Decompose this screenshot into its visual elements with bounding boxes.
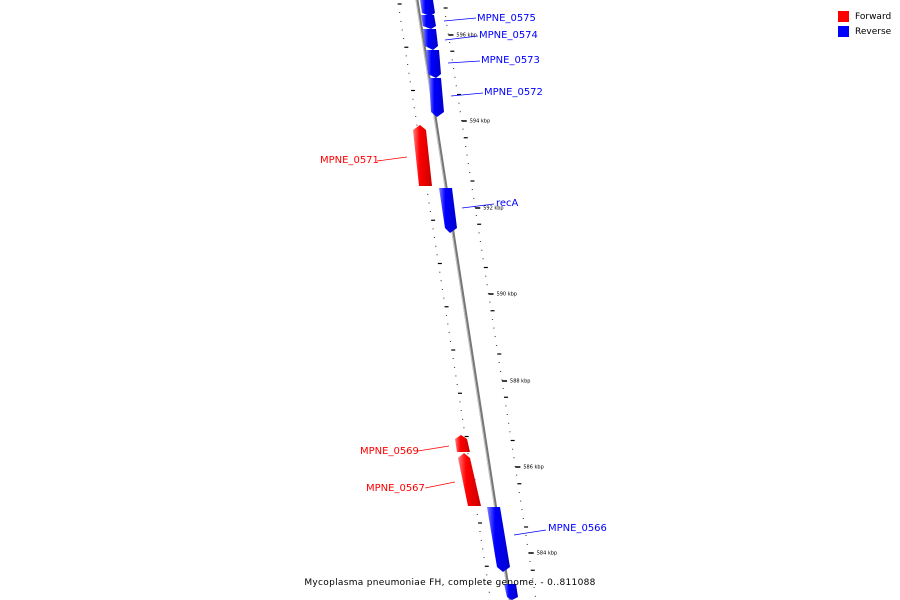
gene-arrow[interactable] (413, 125, 432, 186)
gene-arrow[interactable] (504, 584, 518, 600)
kbp-label: 594 kbp (470, 119, 490, 125)
gene-arrow[interactable] (458, 453, 481, 506)
kbp-label: 592 kbp (483, 206, 503, 212)
gene-label: MPNE_0574 (479, 30, 538, 41)
kbp-label: 588 kbp (510, 379, 530, 385)
gene-MPNE_0571[interactable]: MPNE_0571 (320, 125, 432, 186)
gene-MPNE_0574[interactable]: MPNE_0574 (423, 29, 538, 50)
gene-recA[interactable]: recA (439, 188, 519, 233)
gene-MPNE_0567[interactable]: MPNE_0567 (366, 453, 481, 506)
gene-MPNE_0575[interactable]: MPNE_0575 (420, 0, 536, 29)
legend-reverse-label: Reverse (855, 26, 892, 37)
minor-ticks-right (443, 7, 536, 597)
gene-MPNE_0566[interactable]: MPNE_0566 (487, 507, 607, 600)
gene-arrow[interactable] (455, 435, 470, 452)
legend-reverse: Reverse (838, 24, 900, 39)
legend-forward-label: Forward (855, 11, 892, 22)
gene-label: MPNE_0569 (360, 446, 419, 457)
gene-MPNE_0573[interactable]: MPNE_0573 (426, 50, 540, 78)
major-ticks: 596 kbp 594 kbp 592 kbp 590 kbp 588 kbp 586 k… (448, 33, 557, 557)
gene-arrow[interactable] (423, 29, 438, 50)
gene-MPNE_0572[interactable]: MPNE_0572 (429, 78, 543, 117)
kbp-label: 584 kbp (537, 551, 557, 557)
gene-label: recA (496, 198, 519, 209)
gene-label: MPNE_0572 (484, 87, 543, 98)
kbp-label: 586 kbp (523, 465, 543, 471)
gene-arrow[interactable] (426, 50, 441, 78)
gene-label: MPNE_0571 (320, 155, 379, 166)
legend: Forward Reverse (838, 9, 900, 39)
legend-forward: Forward (838, 9, 900, 24)
gene-label: MPNE_0575 (477, 13, 536, 24)
gene-arrow[interactable] (439, 188, 457, 233)
gene-MPNE_0569[interactable]: MPNE_0569 (360, 435, 470, 457)
gene-label: MPNE_0567 (366, 483, 425, 494)
genome-caption: Mycoplasma pneumoniae FH, complete genom… (304, 578, 596, 588)
reverse-swatch (838, 26, 849, 37)
gene-arrow[interactable] (487, 507, 510, 572)
gene-arrow[interactable] (421, 15, 436, 29)
gene-label: MPNE_0566 (548, 523, 607, 534)
gene-arrow[interactable] (429, 78, 444, 117)
kbp-label: 596 kbp (456, 33, 476, 39)
forward-swatch (838, 11, 849, 22)
gene-arrow[interactable] (420, 0, 435, 16)
kbp-label: 590 kbp (497, 292, 517, 298)
gene-label: MPNE_0573 (481, 55, 540, 66)
